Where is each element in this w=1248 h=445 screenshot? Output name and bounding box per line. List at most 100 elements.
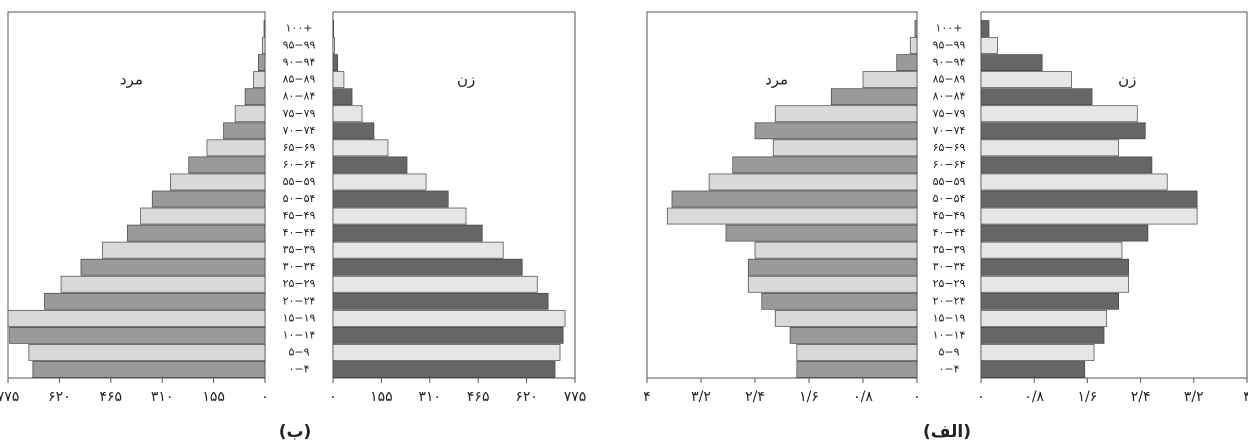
age-label: ۸۵−۸۹ (283, 73, 316, 86)
x-tick-label: ۲/۴ (1131, 389, 1151, 405)
bar (980, 275, 1129, 293)
x-tick-label: ۲/۴ (745, 389, 765, 405)
bar (332, 105, 363, 123)
age-label: ۵−۹ (288, 345, 309, 358)
age-label: ۱۰−۱۴ (933, 328, 966, 341)
age-label: ۷۰−۷۴ (933, 124, 966, 137)
bar (980, 54, 1043, 71)
age-label: ۲۰−۲۴ (283, 294, 316, 307)
age-label: ۵۵−۵۹ (933, 175, 966, 188)
x-tick-label: ۶۲۰ (515, 389, 538, 405)
bar (332, 309, 566, 327)
age-label: ۸۵−۸۹ (933, 73, 966, 86)
x-tick-label: ۰ (913, 389, 921, 405)
x-tick-label: ۱۵۵ (370, 389, 393, 405)
age-label: ۳۰−۳۴ (933, 260, 966, 273)
bar (980, 139, 1120, 157)
series-label: زن (1118, 71, 1136, 89)
age-label: ۹۰−۹۴ (283, 56, 316, 69)
bar (754, 122, 918, 140)
bar (261, 37, 266, 54)
age-label: ۴۰−۴۴ (283, 226, 316, 239)
age-label: ۶۰−۶۴ (283, 158, 316, 171)
bar (332, 54, 339, 71)
bar (332, 190, 449, 208)
bar (862, 71, 918, 89)
bar (980, 37, 998, 54)
bar (332, 88, 353, 106)
bar (896, 54, 918, 71)
bar (332, 275, 538, 293)
chart-caption: (الف) (923, 422, 971, 442)
bar (28, 344, 266, 361)
bar (980, 344, 1095, 361)
bar (332, 361, 556, 378)
x-tick-label: ۰ (977, 389, 985, 405)
age-label: ۳۵−۳۹ (933, 243, 966, 256)
bar (980, 190, 1198, 208)
age-label: ۶۰−۶۴ (933, 158, 966, 171)
bar (980, 71, 1072, 89)
bar (332, 173, 427, 191)
bar (980, 173, 1168, 191)
age-label: ۴۵−۴۹ (283, 209, 316, 222)
bar (258, 54, 266, 71)
age-label: ۷۰−۷۴ (283, 124, 316, 137)
x-tick-label: ۱/۶ (1078, 389, 1098, 405)
bar (234, 105, 266, 123)
bar (332, 139, 389, 157)
bar (980, 20, 990, 37)
age-label: ۱۰−۱۴ (283, 328, 316, 341)
age-label: ۲۰−۲۴ (933, 294, 966, 307)
series-label: مرد (765, 71, 788, 89)
x-tick-label: ۰ (261, 389, 269, 405)
age-label: ۶۵−۶۹ (283, 141, 316, 154)
bar (332, 258, 523, 276)
bar (170, 173, 266, 191)
bar (772, 139, 918, 157)
bar (102, 241, 266, 259)
bar (332, 292, 549, 310)
bar (732, 156, 918, 174)
bar (980, 361, 1086, 378)
age-label: ۹۵−۹۹ (283, 39, 316, 52)
bar (44, 292, 266, 310)
bar (127, 224, 266, 242)
bar (747, 258, 918, 276)
age-label: ۳۰−۳۴ (283, 260, 316, 273)
bar (774, 309, 918, 327)
x-tick-label: ۰/۸ (853, 389, 873, 405)
x-tick-label: ۰ (329, 389, 337, 405)
age-label: ۰−۴ (288, 362, 309, 375)
bar (796, 361, 918, 378)
bar (980, 88, 1093, 106)
bar (60, 275, 266, 293)
bar (332, 20, 334, 37)
age-label: ۱۵−۱۹ (283, 311, 316, 324)
x-tick-label: ۳/۲ (691, 389, 711, 405)
bar (789, 327, 918, 344)
x-tick-label: ۱/۶ (799, 389, 819, 405)
bar (671, 190, 918, 208)
age-label: ۴۰−۴۴ (933, 226, 966, 239)
x-tick-label: ۶۲۰ (48, 389, 71, 405)
bar (980, 292, 1120, 310)
x-tick-label: ۷۷۵ (0, 389, 19, 405)
x-tick-label: ۴ (643, 389, 651, 405)
bar (980, 258, 1129, 276)
bar (223, 122, 266, 140)
bar (754, 241, 918, 259)
age-label: ۹۰−۹۴ (933, 56, 966, 69)
bar (332, 241, 504, 259)
age-label: ۶۵−۶۹ (933, 141, 966, 154)
bar (909, 37, 918, 54)
age-label: ۸۰−۸۴ (933, 90, 966, 103)
bar (7, 309, 266, 327)
x-tick-label: ۷۷۵ (564, 389, 587, 405)
age-label: ۵۰−۵۴ (933, 192, 966, 205)
bar (980, 156, 1153, 174)
age-label: ۵−۹ (938, 345, 959, 358)
age-label: ۲۵−۲۹ (933, 277, 966, 290)
x-tick-label: ۳۱۰ (419, 389, 442, 405)
